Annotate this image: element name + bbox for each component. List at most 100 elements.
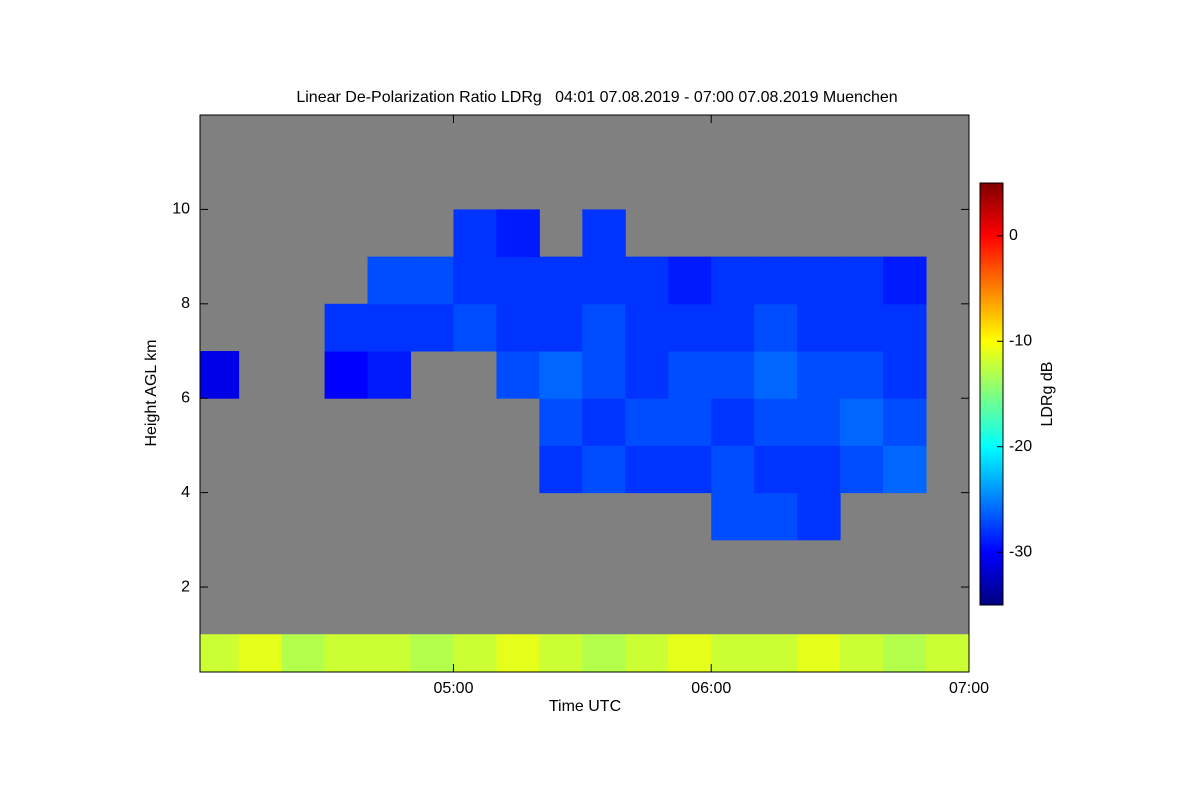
- heatmap-cell: [496, 209, 540, 258]
- heatmap-cell: [367, 351, 411, 399]
- heatmap-cell: [711, 634, 755, 673]
- heatmap-cell: [324, 303, 369, 352]
- heatmap-cell: [625, 303, 669, 352]
- heatmap-cell: [238, 634, 283, 673]
- heatmap-cell: [797, 492, 841, 541]
- heatmap-cell: [582, 209, 626, 258]
- heatmap-cell: [797, 303, 841, 352]
- heatmap-cell: [582, 398, 626, 446]
- heatmap-cell: [582, 256, 626, 305]
- heatmap-cell: [625, 445, 669, 494]
- heatmap-cell: [625, 256, 669, 305]
- heatmap-cell: [410, 303, 454, 352]
- heatmap-cell: [539, 445, 583, 494]
- heatmap-cell: [200, 634, 240, 673]
- heatmap-cell: [711, 351, 755, 399]
- heatmap-cell: [668, 351, 712, 399]
- heatmap-cell: [539, 256, 583, 305]
- heatmap-cell: [840, 398, 884, 446]
- heatmap-cell: [625, 634, 669, 673]
- heatmap-cell: [754, 303, 798, 352]
- heatmap-cell: [840, 256, 884, 305]
- heatmap-cell: [883, 303, 927, 352]
- x-axis-label: Time UTC: [549, 698, 621, 715]
- heatmap-cell: [797, 351, 841, 399]
- heatmap-cell: [711, 445, 755, 494]
- heatmap-cell: [754, 256, 798, 305]
- heatmap-cell: [711, 398, 755, 446]
- heatmap-cell: [668, 303, 712, 352]
- heatmap-cell: [840, 445, 884, 494]
- y-tick-label: 4: [181, 484, 190, 501]
- heatmap-cell: [840, 303, 884, 352]
- heatmap-cell: [453, 256, 497, 305]
- y-tick-label: 8: [181, 295, 190, 312]
- heatmap-cell: [410, 256, 454, 305]
- heatmap-cell: [754, 492, 798, 541]
- heatmap-cell: [496, 256, 540, 305]
- heatmap-cell: [754, 398, 798, 446]
- chart-title: Linear De-Polarization Ratio LDRg 04:01 …: [296, 89, 897, 106]
- heatmap-cell: [883, 398, 927, 446]
- heatmap-cell: [754, 634, 798, 673]
- heatmap-cell: [797, 445, 841, 494]
- colorbar-tick-label: -10: [1009, 332, 1032, 349]
- heatmap-cell: [324, 351, 369, 399]
- heatmap-cell: [453, 209, 497, 258]
- plot-frame: [199, 114, 970, 673]
- heatmap-cell: [281, 634, 326, 673]
- heatmap-cell: [539, 398, 583, 446]
- heatmap-cell: [668, 634, 712, 673]
- heatmap-cell: [367, 256, 411, 305]
- y-tick-label: 10: [172, 201, 190, 218]
- heatmap-cell: [324, 634, 369, 673]
- x-tick-label: 05:00: [433, 680, 473, 697]
- heatmap-cell: [625, 398, 669, 446]
- heatmap-cell: [711, 492, 755, 541]
- x-tick-label: 06:00: [691, 680, 731, 697]
- heatmap-cell: [367, 634, 411, 673]
- heatmap-cell: [582, 445, 626, 494]
- heatmap-cell: [496, 634, 540, 673]
- heatmap-cell: [582, 303, 626, 352]
- heatmap-cell: [840, 351, 884, 399]
- heatmap-cell: [797, 398, 841, 446]
- y-tick-label: 2: [181, 578, 190, 595]
- heatmap-cell: [797, 634, 841, 673]
- heatmap-cell: [883, 351, 927, 399]
- y-tick-label: 6: [181, 389, 190, 406]
- heatmap-cell: [840, 634, 884, 673]
- heatmap-cell: [200, 351, 240, 399]
- heatmap-cell: [883, 256, 927, 305]
- heatmap-cell: [883, 634, 927, 673]
- x-tick-label: 07:00: [949, 680, 989, 697]
- heatmap-cell: [539, 634, 583, 673]
- heatmap-cell: [754, 351, 798, 399]
- y-axis-label: Height AGL km: [143, 339, 160, 446]
- colorbar: [979, 182, 1004, 606]
- colorbar-tick-label: -30: [1009, 543, 1032, 560]
- heatmap-cell: [711, 303, 755, 352]
- heatmap-cell: [453, 634, 497, 673]
- heatmap-cell: [496, 303, 540, 352]
- heatmap-cell: [453, 303, 497, 352]
- heatmap-cell: [711, 256, 755, 305]
- heatmap-cell: [582, 634, 626, 673]
- heatmap-cell: [496, 351, 540, 399]
- colorbar-tick-label: -20: [1009, 438, 1032, 455]
- heatmap-cell: [582, 351, 626, 399]
- heatmap-cell: [797, 256, 841, 305]
- heatmap-cell: [668, 445, 712, 494]
- heatmap-cell: [926, 634, 970, 673]
- heatmap-cell: [410, 634, 454, 673]
- heatmap-cell: [367, 303, 411, 352]
- heatmap-cell: [754, 445, 798, 494]
- heatmap-cell: [625, 351, 669, 399]
- heatmap-cell: [668, 256, 712, 305]
- colorbar-tick-label: 0: [1009, 227, 1018, 244]
- heatmap-cell: [539, 351, 583, 399]
- heatmap-cell: [539, 303, 583, 352]
- heatmap-cell: [668, 398, 712, 446]
- colorbar-label: LDRg dB: [1039, 362, 1056, 427]
